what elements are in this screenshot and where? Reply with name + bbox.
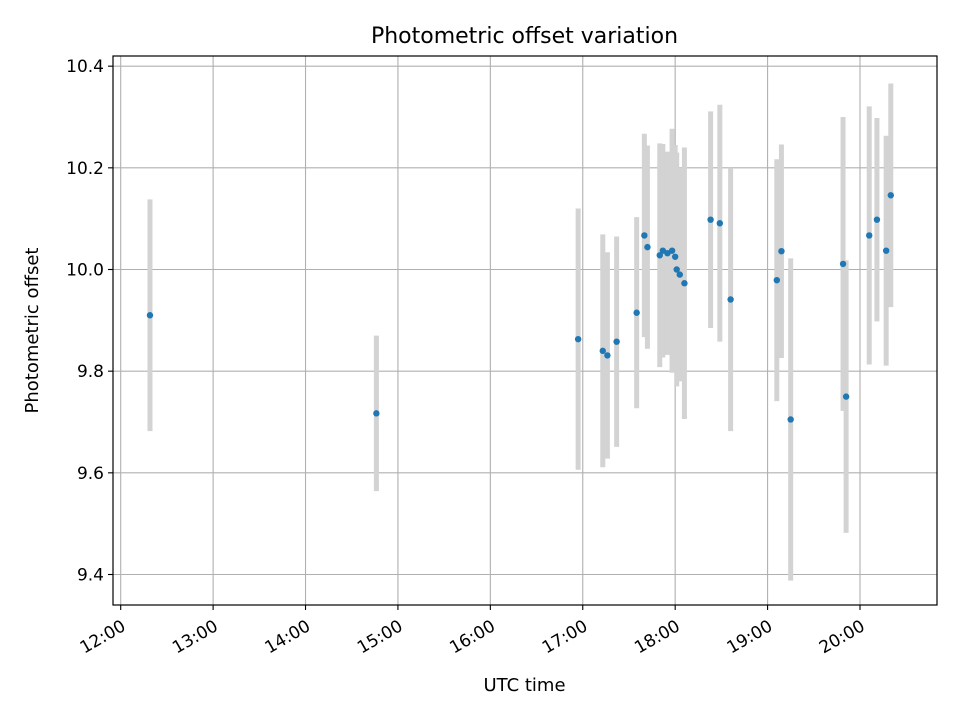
y-axis-label: Photometric offset [22, 248, 43, 414]
x-axis-label: UTC time [483, 675, 565, 696]
data-point [842, 393, 850, 400]
data-point [873, 216, 881, 223]
y-tick-label: 10.4 [66, 57, 104, 77]
data-point [866, 232, 873, 239]
y-tick-label: 9.4 [77, 566, 104, 586]
data-point [882, 247, 890, 254]
data-point [778, 248, 785, 255]
data-point [887, 192, 894, 199]
data-point [716, 220, 724, 227]
y-axis-ticks: 9.4 9.6 9.8 10.0 10.2 10.4 [66, 57, 113, 586]
data-point [644, 243, 651, 251]
data-point [727, 296, 734, 303]
data-point [787, 416, 794, 423]
y-tick-label: 9.6 [77, 464, 104, 484]
data-point [671, 253, 679, 260]
data-point [839, 260, 847, 268]
data-point [773, 276, 781, 284]
data-point [668, 247, 676, 254]
data-point [613, 338, 620, 345]
y-tick-label: 10.2 [66, 159, 104, 179]
data-point [633, 309, 640, 316]
data-point [373, 410, 380, 417]
grid-lines [113, 56, 937, 605]
data-point [707, 216, 714, 223]
data-point [673, 266, 680, 273]
data-point [676, 271, 683, 278]
data-point [574, 335, 582, 343]
data-point [681, 280, 688, 287]
y-tick-label: 10.0 [66, 261, 104, 281]
data-point [641, 232, 648, 239]
plot-frame [112, 55, 938, 606]
data-point [604, 352, 611, 359]
data-points [146, 192, 894, 423]
data-point [656, 252, 663, 259]
y-tick-label: 9.8 [77, 362, 104, 382]
chart-title: Photometric offset variation [371, 24, 678, 49]
data-point [146, 312, 154, 319]
data-point [599, 347, 606, 355]
